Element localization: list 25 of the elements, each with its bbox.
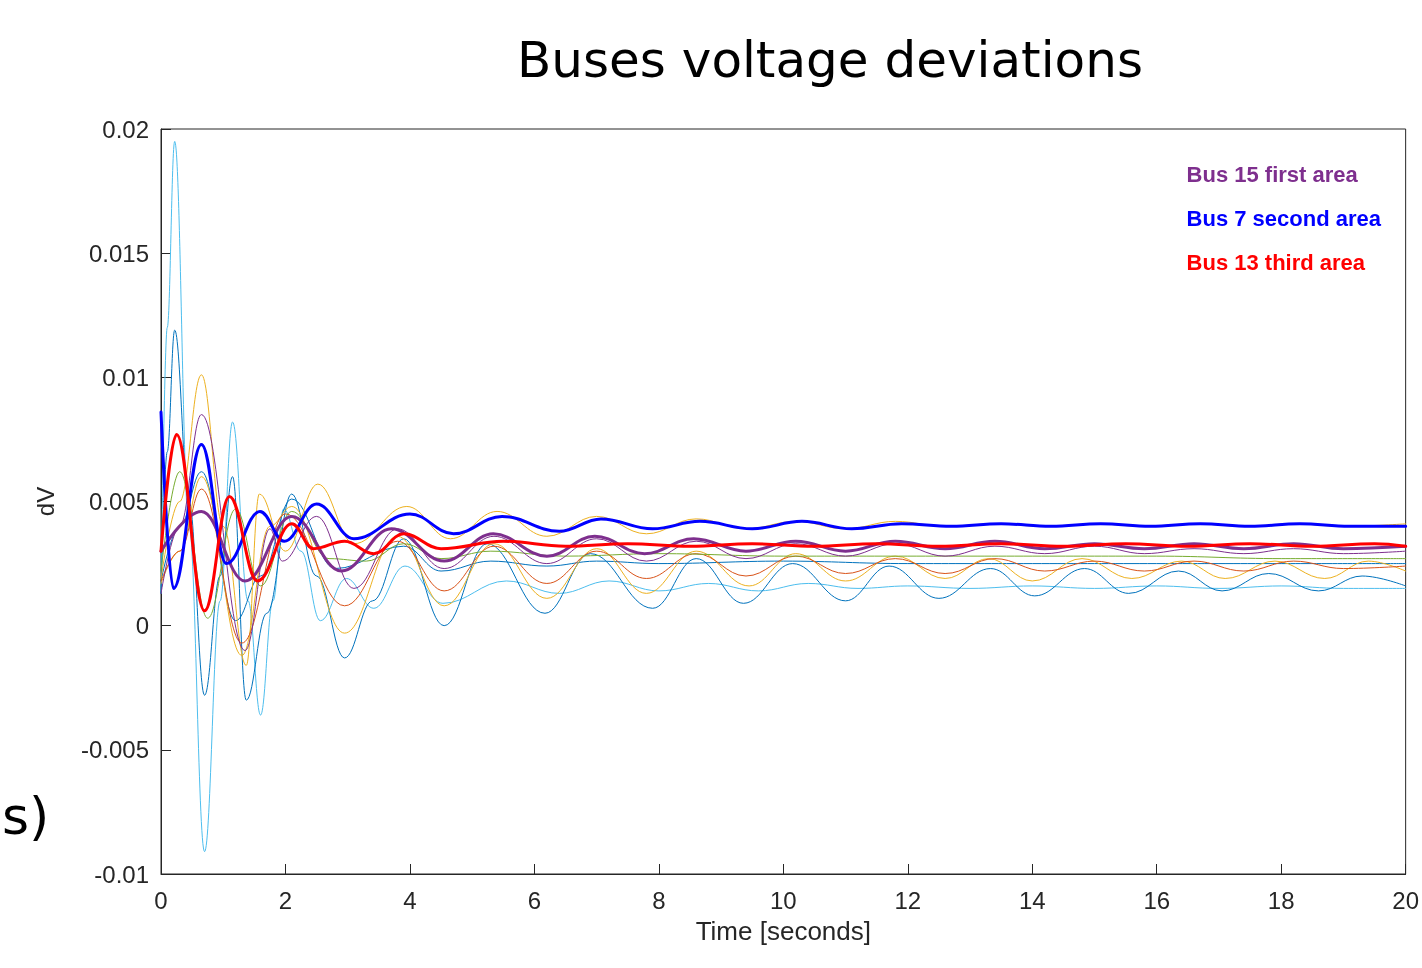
x-tick-label: 4 — [403, 886, 417, 914]
y-tick-label: 0.01 — [102, 363, 149, 391]
y-axis-title: dV — [31, 486, 59, 517]
y-tick-label: 0.015 — [88, 239, 149, 267]
x-tick-label: 8 — [652, 886, 666, 914]
x-tick-label: 0 — [154, 886, 168, 914]
x-tick-label: 10 — [769, 886, 797, 914]
y-tick-label: 0.02 — [102, 115, 149, 143]
y-tick-label: -0.01 — [94, 860, 149, 888]
text: Bus 7 second area — [1186, 205, 1382, 231]
y-tick-label: 0 — [135, 612, 149, 640]
x-tick-label: 20 — [1392, 886, 1419, 914]
chart-title: Buses voltage deviations — [517, 31, 1143, 89]
x-tick-label: 14 — [1018, 886, 1046, 914]
x-tick-label: 12 — [894, 886, 922, 914]
x-tick-label: 16 — [1143, 886, 1171, 914]
y-tick-label: 0.005 — [88, 488, 149, 515]
x-tick-label: 6 — [527, 886, 542, 914]
text: Bus 15 first area — [1186, 161, 1359, 187]
x-tick-label: 2 — [278, 886, 293, 914]
x-axis-title: Time [seconds] — [695, 916, 871, 946]
x-tick-label: 18 — [1267, 886, 1295, 914]
y-tick-label: -0.005 — [80, 736, 149, 764]
text: s) — [2, 786, 50, 846]
text: Bus 13 third area — [1186, 249, 1366, 275]
